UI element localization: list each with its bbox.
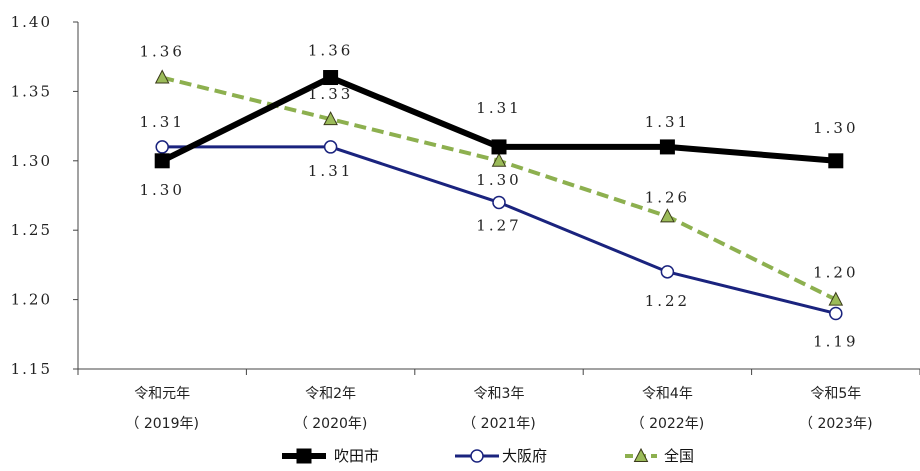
data-label: 1.19 xyxy=(813,332,858,350)
series-1-point xyxy=(155,140,169,154)
data-label: 1.20 xyxy=(813,264,858,282)
data-label: 1.27 xyxy=(476,216,521,234)
series-0-point xyxy=(828,153,844,169)
x-tick-label-year: （ 2022年) xyxy=(631,416,705,432)
x-tick-label-era: 令和3年 xyxy=(474,386,525,402)
x-tick-label-era: 令和2年 xyxy=(305,386,356,402)
series-0-point xyxy=(154,153,170,169)
data-label: 1.26 xyxy=(645,188,690,206)
data-label: 1.30 xyxy=(813,119,858,137)
series-2-point xyxy=(660,208,675,223)
series-0-point xyxy=(323,70,339,86)
data-label: 1.36 xyxy=(139,43,184,61)
y-tick-label: 1.40 xyxy=(11,13,52,31)
y-tick-label: 1.20 xyxy=(11,291,52,309)
data-labels: 1.30 1.36 1.31 1.31 1.30 1.31 1.31 1.27 1.22 1.19… xyxy=(139,42,858,351)
legend: 吹田市 大阪府 全国 xyxy=(282,447,694,465)
legend-label: 吹田市 xyxy=(334,447,379,465)
data-label: 1.31 xyxy=(476,99,521,117)
series-1-point xyxy=(660,265,675,279)
series-2-point xyxy=(154,69,170,84)
x-tick-label-year: （ 2023年) xyxy=(799,416,873,432)
legend-swatch-marker-1 xyxy=(470,449,484,463)
x-tick-label-year: （ 2020年) xyxy=(294,416,368,432)
series-2-point xyxy=(323,111,338,126)
legend-label: 全国 xyxy=(664,447,694,465)
x-tick-label-era: 令和4年 xyxy=(642,386,693,402)
x-tick-label-year: （ 2019年) xyxy=(125,416,199,432)
series-1-point xyxy=(829,306,843,321)
series-markers xyxy=(154,69,844,321)
x-tick-label-era: 令和元年 xyxy=(134,386,190,402)
y-tick-label: 1.15 xyxy=(11,360,52,378)
data-label: 1.22 xyxy=(645,292,690,310)
legend-swatch-marker-2 xyxy=(633,447,649,462)
axes: 1.15 1.20 1.25 1.30 1.35 1.40 令和元年 （ 2019年) 令和2年… xyxy=(11,13,920,432)
series-1-point xyxy=(323,140,338,154)
series-2-point xyxy=(828,291,844,306)
x-tick-label-year: （ 2021年) xyxy=(462,416,536,432)
y-tick-label: 1.25 xyxy=(11,221,52,239)
data-label: 1.31 xyxy=(139,113,184,131)
data-label: 1.30 xyxy=(476,171,521,189)
y-tick-label: 1.35 xyxy=(11,82,52,100)
data-label: 1.31 xyxy=(308,162,353,180)
series-2-point xyxy=(491,152,507,167)
x-tick-label-era: 令和5年 xyxy=(810,386,861,402)
legend-label: 大阪府 xyxy=(502,447,547,465)
data-label: 1.33 xyxy=(308,85,353,103)
data-label: 1.36 xyxy=(308,42,353,60)
y-tick-label: 1.30 xyxy=(11,152,52,170)
legend-swatch-marker-0 xyxy=(296,448,312,464)
data-label: 1.31 xyxy=(645,113,690,131)
data-label: 1.30 xyxy=(139,181,184,199)
series-0-point xyxy=(491,139,507,155)
series-0-point xyxy=(659,139,675,155)
series-1-point xyxy=(492,195,506,210)
